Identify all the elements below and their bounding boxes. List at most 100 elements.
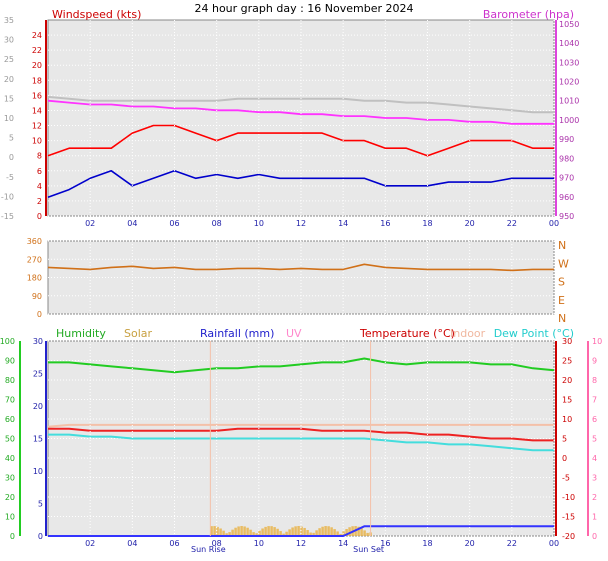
solar-bar [213, 526, 216, 536]
y-left-tick: 20 [32, 61, 42, 70]
page-title: 24 hour graph day : 16 November 2024 [194, 2, 413, 15]
y-right-tick: 1020 [559, 77, 579, 86]
solar-bar [309, 532, 312, 536]
solar-bar [231, 529, 234, 536]
solar-bar [312, 532, 315, 536]
solar-bar [249, 529, 252, 536]
y-left-tick: 8 [37, 152, 42, 161]
compass-label: N [558, 312, 566, 325]
y-left-tick: 10 [32, 137, 42, 146]
y-humidity-tick: 60 [5, 415, 15, 424]
y-left-tick: 360 [27, 237, 42, 246]
solar-bar [321, 526, 324, 536]
x-tick-label: 10 [254, 219, 264, 228]
y-left-tick: 18 [32, 76, 42, 85]
y-outer-tick: -5 [6, 173, 14, 182]
y-uv-tick: 9 [592, 357, 597, 366]
y-right-tick: 1040 [559, 39, 579, 48]
y-left-tick: 2 [37, 197, 42, 206]
y-temp-tick: 5 [562, 435, 567, 444]
x-tick-label: 12 [296, 539, 306, 548]
solar-bar [366, 532, 369, 536]
compass-label: S [558, 276, 565, 289]
y-right-tick: 990 [559, 135, 574, 144]
compass-label: E [558, 294, 565, 307]
wind-panel: Windspeed (kts) Barometer (hpa) 02468101… [1, 8, 579, 228]
wind-plot-area [47, 19, 555, 217]
solar-bar [261, 528, 264, 536]
solar-bar [318, 528, 321, 536]
y-uv-tick: 5 [592, 435, 597, 444]
y-right-tick: 1000 [559, 116, 579, 125]
solar-bar [315, 530, 318, 536]
x-tick-label: 06 [169, 539, 179, 548]
solar-bar [222, 530, 225, 536]
x-tick-label: 20 [465, 539, 475, 548]
solar-bar [294, 526, 297, 536]
y-left-tick: 180 [27, 274, 42, 283]
y-uv-tick: 7 [592, 396, 597, 405]
x-tick-label: 00 [549, 219, 559, 228]
solar-bar [264, 526, 267, 536]
solar-bar [348, 527, 351, 536]
compass-label: N [558, 239, 566, 252]
solar-bar [333, 529, 336, 536]
solar-bar [246, 527, 249, 536]
solar-bar [330, 527, 333, 536]
solar-bar [291, 527, 294, 536]
y-outer-tick: 15 [4, 94, 14, 103]
y-right-tick: 1030 [559, 58, 579, 67]
y-left-tick: 0 [37, 212, 42, 221]
x-tick-label: 00 [549, 539, 559, 548]
x-tick-label: 14 [338, 539, 348, 548]
x-tick-label: 04 [127, 219, 137, 228]
y-uv-tick: 4 [592, 454, 597, 463]
y-uv-tick: 0 [592, 532, 597, 541]
y-outer-tick: -10 [1, 192, 14, 201]
solar-bar [270, 526, 273, 536]
y-left-tick: 14 [32, 106, 42, 115]
barometer-line [47, 99, 554, 125]
solar-bar [363, 530, 366, 536]
y-humidity-tick: 80 [5, 376, 15, 385]
y-humidity-tick: 30 [5, 474, 15, 483]
y-uv-tick: 1 [592, 513, 597, 522]
solar-bar [237, 526, 240, 536]
y-humidity-tick: 0 [10, 532, 15, 541]
y-outer-tick: 35 [4, 16, 14, 25]
y-right-tick: 980 [559, 154, 574, 163]
y-left-tick: 24 [32, 31, 42, 40]
x-tick-label: 04 [127, 539, 137, 548]
y-right-tick: 960 [559, 193, 574, 202]
y-outer-tick: 25 [4, 55, 14, 64]
y-uv-tick: 3 [592, 474, 597, 483]
x-tick-label: 02 [85, 539, 95, 548]
solar-bar [210, 526, 213, 536]
y-temp-tick: -5 [562, 474, 570, 483]
solar-bar [216, 526, 219, 536]
y-right-tick: 1010 [559, 97, 579, 106]
y-rain-tick: 0 [38, 532, 43, 541]
solar-bar [339, 533, 342, 536]
y-temp-tick: 10 [562, 415, 572, 424]
y-humidity-tick: 90 [5, 357, 15, 366]
solar-bar [258, 530, 261, 536]
solar-bar [282, 533, 285, 536]
solar-bar [303, 527, 306, 536]
dewpoint-line [48, 433, 554, 452]
y-temp-tick: 25 [562, 357, 572, 366]
solar-bar [345, 529, 348, 536]
solar-bar [324, 526, 327, 536]
y-rain-tick: 30 [33, 337, 43, 346]
wind-right-label: Barometer (hpa) [483, 8, 574, 21]
y-left-tick: 0 [37, 310, 42, 319]
solar-bar [357, 526, 360, 536]
indoor-line [47, 423, 554, 428]
x-tick-label: 08 [212, 219, 222, 228]
temperature-panel: Humidity Solar Rainfall (mm) UV Temperat… [0, 327, 602, 554]
x-tick-label: 22 [507, 219, 517, 228]
solar-bar [273, 527, 276, 536]
humidity-label: Humidity [56, 327, 106, 340]
solar-bar [234, 527, 237, 536]
y-temp-tick: -15 [562, 513, 575, 522]
